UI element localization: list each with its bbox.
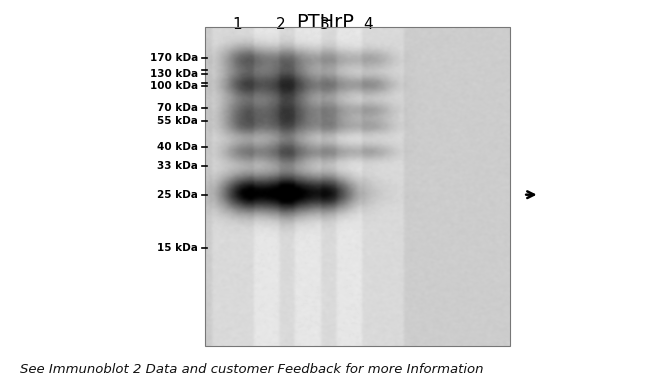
- Bar: [205, 27, 510, 346]
- Text: 2: 2: [276, 17, 285, 32]
- Text: 55 kDa: 55 kDa: [157, 116, 198, 126]
- Text: 70 kDa: 70 kDa: [157, 103, 198, 113]
- Text: 15 kDa: 15 kDa: [157, 243, 198, 253]
- Text: 100 kDa: 100 kDa: [150, 81, 198, 91]
- Text: 33 kDa: 33 kDa: [157, 161, 198, 171]
- Text: PTHrP: PTHrP: [296, 13, 354, 32]
- Text: See Immunoblot 2 Data and customer Feedback for more Information: See Immunoblot 2 Data and customer Feedb…: [20, 363, 483, 376]
- Text: 25 kDa: 25 kDa: [157, 190, 198, 200]
- Text: 170 kDa: 170 kDa: [150, 53, 198, 63]
- Text: 3: 3: [320, 17, 330, 32]
- Text: 1: 1: [233, 17, 242, 32]
- Text: 40 kDa: 40 kDa: [157, 142, 198, 152]
- Text: 130 kDa: 130 kDa: [150, 69, 198, 79]
- Text: 4: 4: [363, 17, 372, 32]
